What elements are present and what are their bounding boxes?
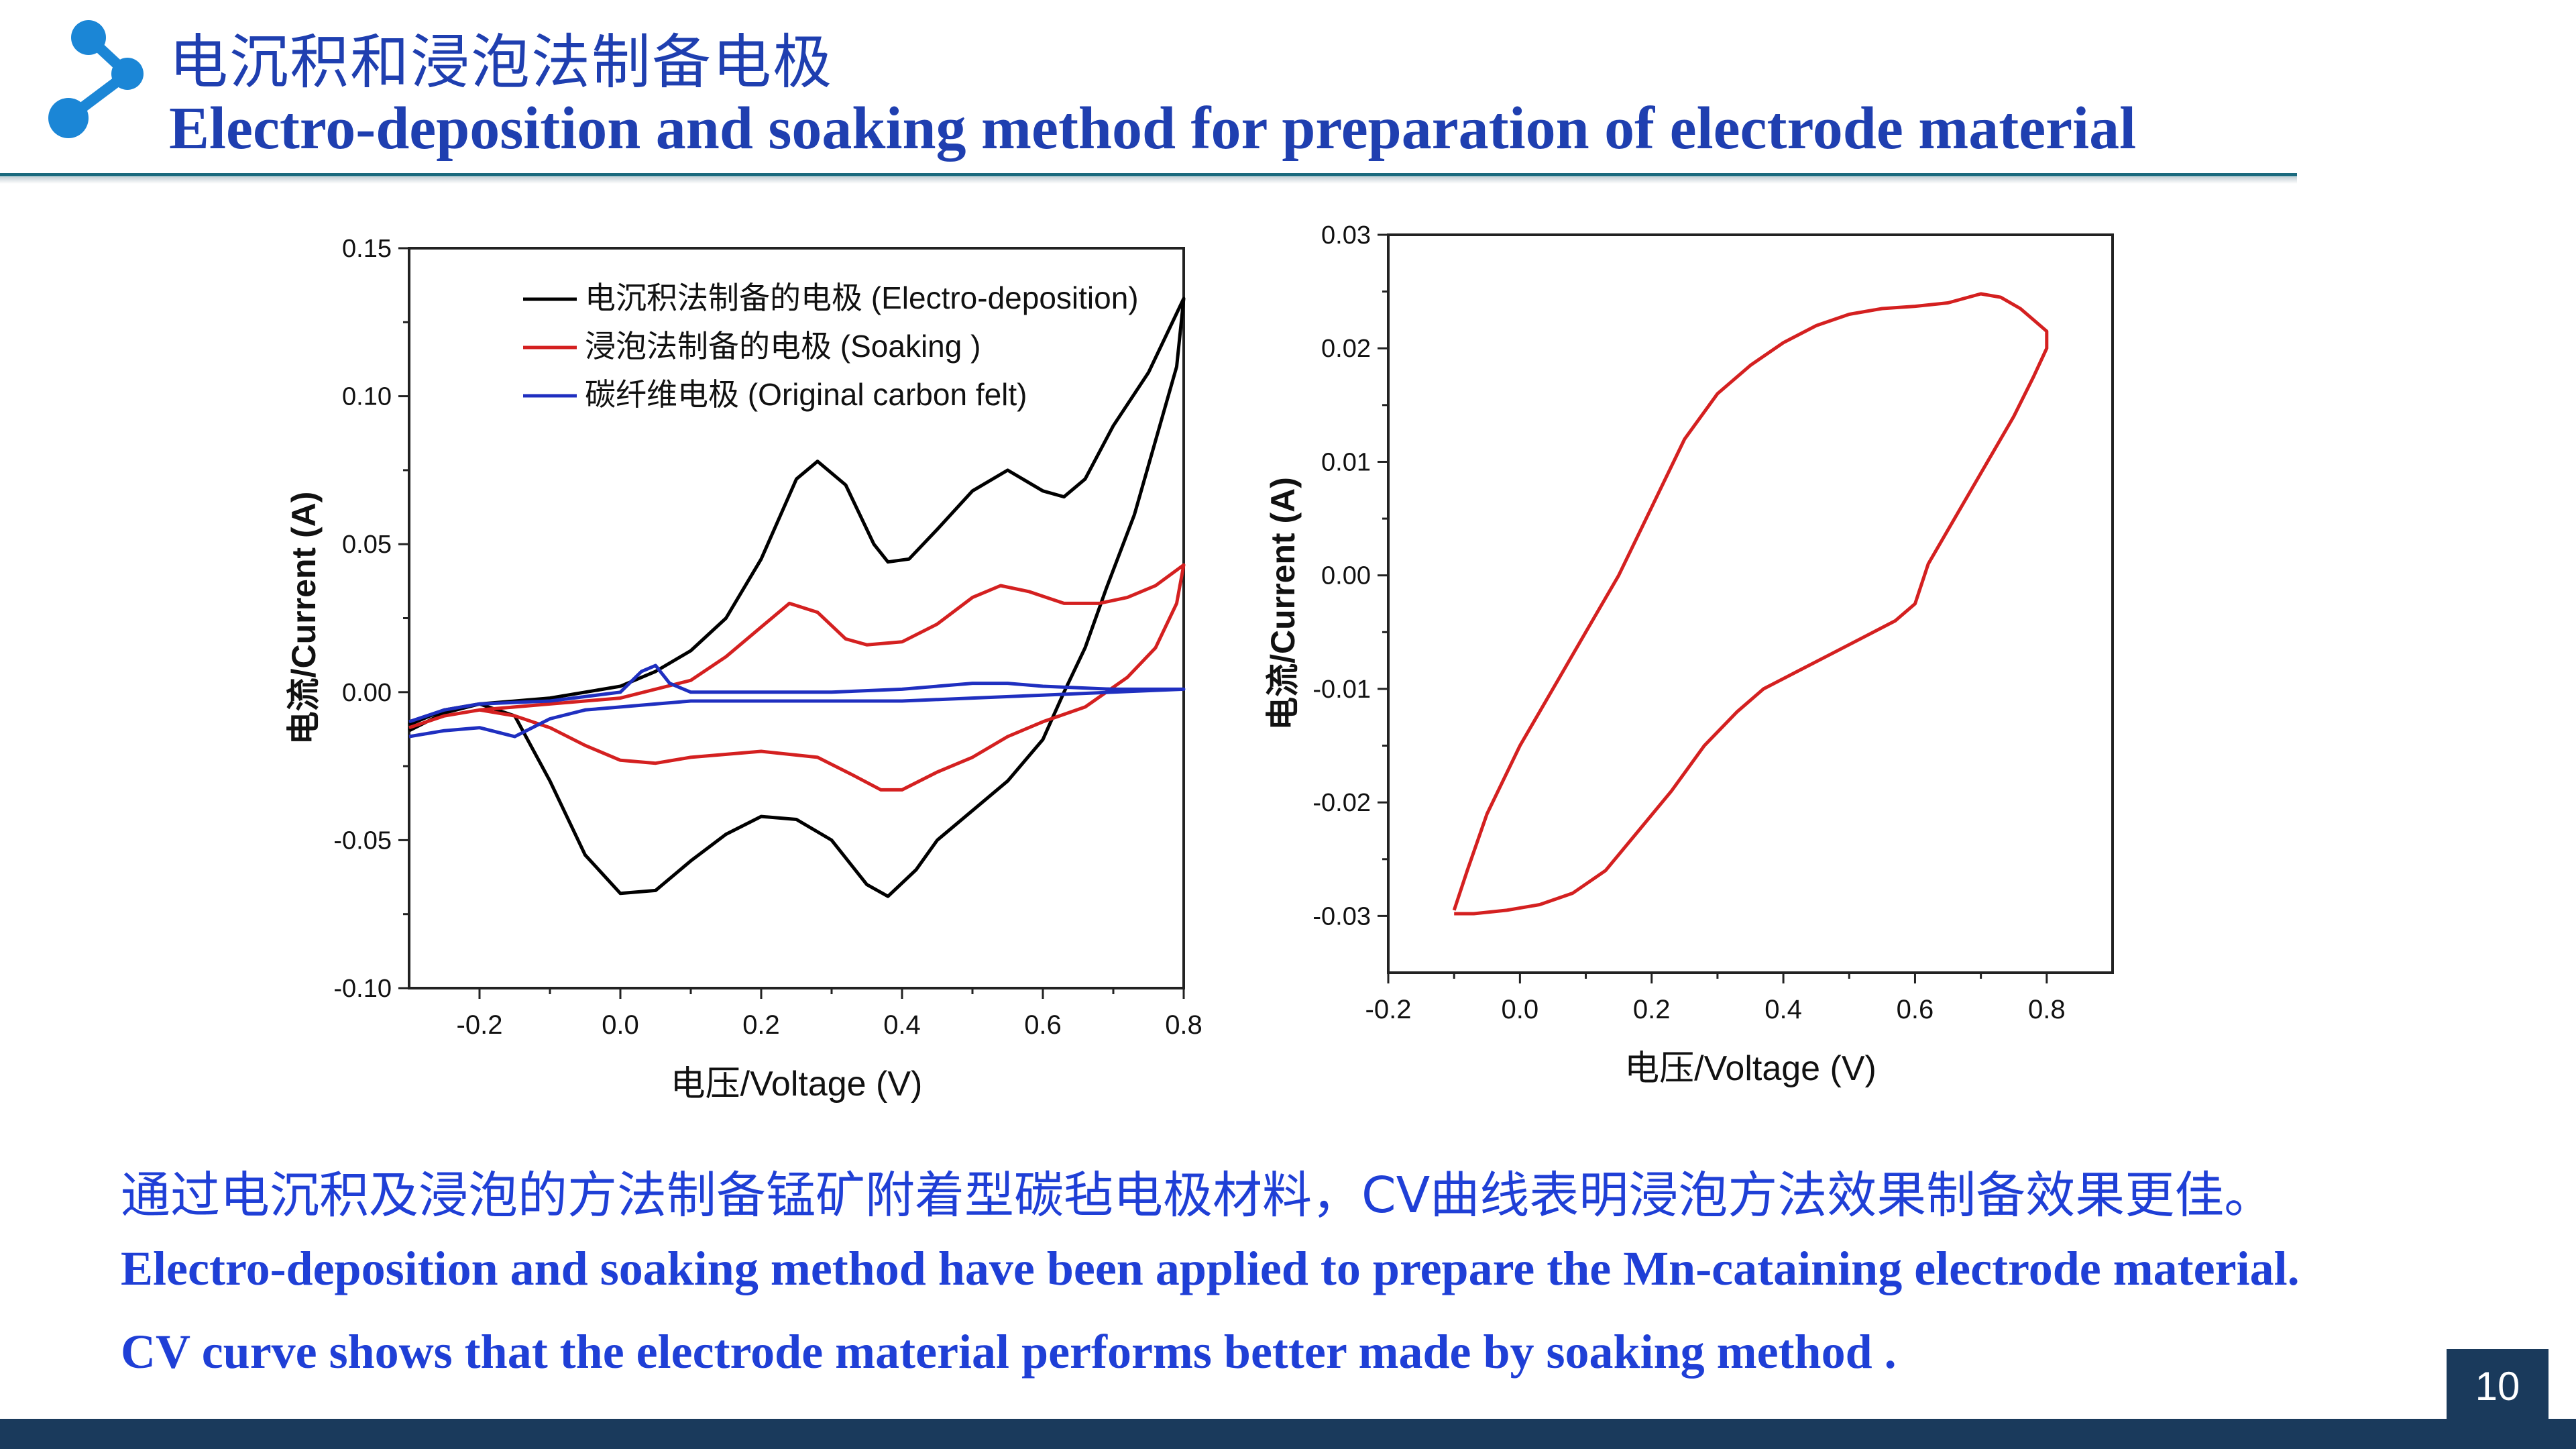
x-axis-label: 电压/Voltage (V) bbox=[671, 1065, 923, 1104]
x-tick-label: 0.4 bbox=[1765, 995, 1802, 1024]
cv-chart-soaking: -0.2 0.0 0.2 0.4 0.6 0.8 -0.03 -0.02 -0.01 0.00 0.… bbox=[1264, 221, 2114, 1088]
y-tick-label: -0.02 bbox=[1312, 789, 1371, 817]
y-axis-label: 电流/Current (A) bbox=[1264, 477, 1302, 731]
molecule-share-icon bbox=[48, 20, 144, 138]
x-tick-label: 0.2 bbox=[1633, 995, 1671, 1024]
x-tick-label: 0.6 bbox=[1897, 995, 1934, 1024]
series-line bbox=[408, 297, 1186, 898]
title-divider bbox=[0, 173, 2297, 176]
slide-title-cn: 电沉积和浸泡法制备电极 bbox=[169, 28, 834, 97]
x-tick-label: -0.2 bbox=[457, 1010, 503, 1040]
series-line bbox=[408, 663, 1186, 739]
description-cn: 通过电沉积及浸泡的方法制备锰矿附着型碳毡电极材料，CV曲线表明浸泡方法效果制备效… bbox=[121, 1167, 2274, 1224]
x-tick-label: -0.2 bbox=[1365, 995, 1412, 1024]
x-tick-label: 0.8 bbox=[2028, 995, 2066, 1024]
x-tick-label: 0.0 bbox=[1502, 995, 1539, 1024]
y-tick-label: 0.00 bbox=[1321, 562, 1371, 590]
y-tick-label: 0.10 bbox=[342, 383, 392, 411]
title-divider-shadow bbox=[0, 177, 2297, 184]
x-axis-label: 电压/Voltage (V) bbox=[1624, 1049, 1877, 1088]
page-number: 10 bbox=[2447, 1349, 2549, 1423]
y-tick-label: 0.01 bbox=[1321, 448, 1371, 476]
legend-label: 浸泡法制备的电极 (Soaking ) bbox=[585, 329, 981, 364]
series-line bbox=[1452, 292, 2049, 916]
x-tick-label: 0.2 bbox=[742, 1010, 780, 1040]
y-tick-label: 0.03 bbox=[1321, 221, 1371, 250]
description-en-line-2: CV curve shows that the electrode materi… bbox=[121, 1325, 1897, 1379]
slide-title-en: Electro-deposition and soaking method fo… bbox=[169, 95, 2137, 162]
footer-bar bbox=[0, 1419, 2576, 1449]
x-tick-label: 0.0 bbox=[602, 1010, 639, 1040]
x-tick-label: 0.4 bbox=[883, 1010, 921, 1040]
y-tick-label: 0.00 bbox=[342, 679, 392, 707]
description-en-line-1: Electro-deposition and soaking method ha… bbox=[121, 1242, 2300, 1295]
legend-label: 电沉积法制备的电极 (Electro-deposition) bbox=[585, 280, 1139, 315]
y-tick-label: 0.02 bbox=[1321, 335, 1371, 363]
y-tick-label: -0.05 bbox=[333, 826, 392, 855]
y-tick-label: -0.01 bbox=[1312, 676, 1371, 704]
series-line bbox=[408, 563, 1186, 792]
legend-label: 碳纤维电极 (Original carbon felt) bbox=[585, 377, 1027, 412]
cv-chart-comparison: -0.2 0.0 0.2 0.4 0.6 0.8 -0.10 -0.05 0.00 0.05 0.1… bbox=[285, 235, 1202, 1104]
x-tick-label: 0.8 bbox=[1165, 1010, 1202, 1040]
y-axis-label: 电流/Current (A) bbox=[285, 492, 323, 745]
y-tick-label: -0.10 bbox=[333, 975, 392, 1003]
plot-frame bbox=[1387, 233, 2114, 974]
x-tick-label: 0.6 bbox=[1024, 1010, 1062, 1040]
y-tick-label: -0.03 bbox=[1312, 902, 1371, 930]
y-tick-label: 0.05 bbox=[342, 531, 392, 559]
y-tick-label: 0.15 bbox=[342, 235, 392, 263]
